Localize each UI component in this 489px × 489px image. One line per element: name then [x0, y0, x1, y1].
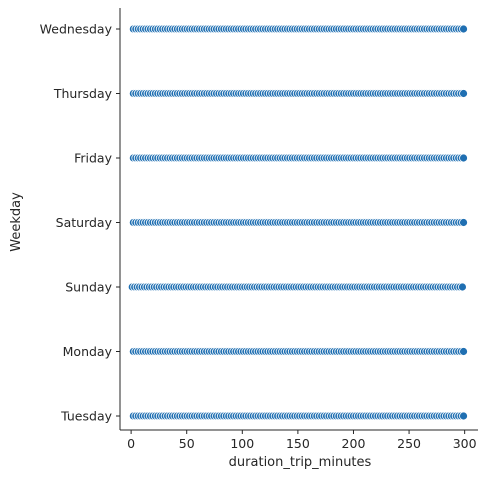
- x-tick-label: 200: [342, 436, 366, 451]
- y-axis-label: Weekday: [9, 192, 24, 252]
- data-point: [458, 282, 467, 292]
- x-tick-label: 100: [230, 436, 254, 451]
- y-tick-label: Thursday: [53, 86, 113, 101]
- y-tick-label: Tuesday: [60, 409, 112, 424]
- data-point: [459, 89, 468, 98]
- y-ticks: Wednesday Thursday Friday Saturday Sunday Mon…: [40, 22, 120, 424]
- y-tick-label: Friday: [74, 151, 112, 166]
- x-ticks: 0 50 100 150 200 250 300: [127, 430, 477, 451]
- x-axis-label: duration_trip_minutes: [229, 455, 372, 470]
- y-tick-label: Monday: [63, 344, 113, 359]
- x-tick-label: 250: [397, 436, 421, 451]
- data-point: [459, 24, 468, 34]
- data-point: [459, 153, 468, 163]
- y-tick-label: Saturday: [56, 215, 113, 230]
- data-point: [459, 347, 468, 356]
- points-layer: [127, 24, 468, 421]
- y-tick-label: Wednesday: [40, 22, 113, 37]
- x-tick-label: 300: [453, 436, 477, 451]
- data-point: [459, 411, 468, 421]
- x-tick-label: 0: [127, 436, 135, 451]
- y-tick-label: Sunday: [65, 280, 112, 295]
- x-tick-label: 50: [179, 436, 195, 451]
- x-tick-label: 150: [286, 436, 310, 451]
- data-point: [459, 218, 468, 227]
